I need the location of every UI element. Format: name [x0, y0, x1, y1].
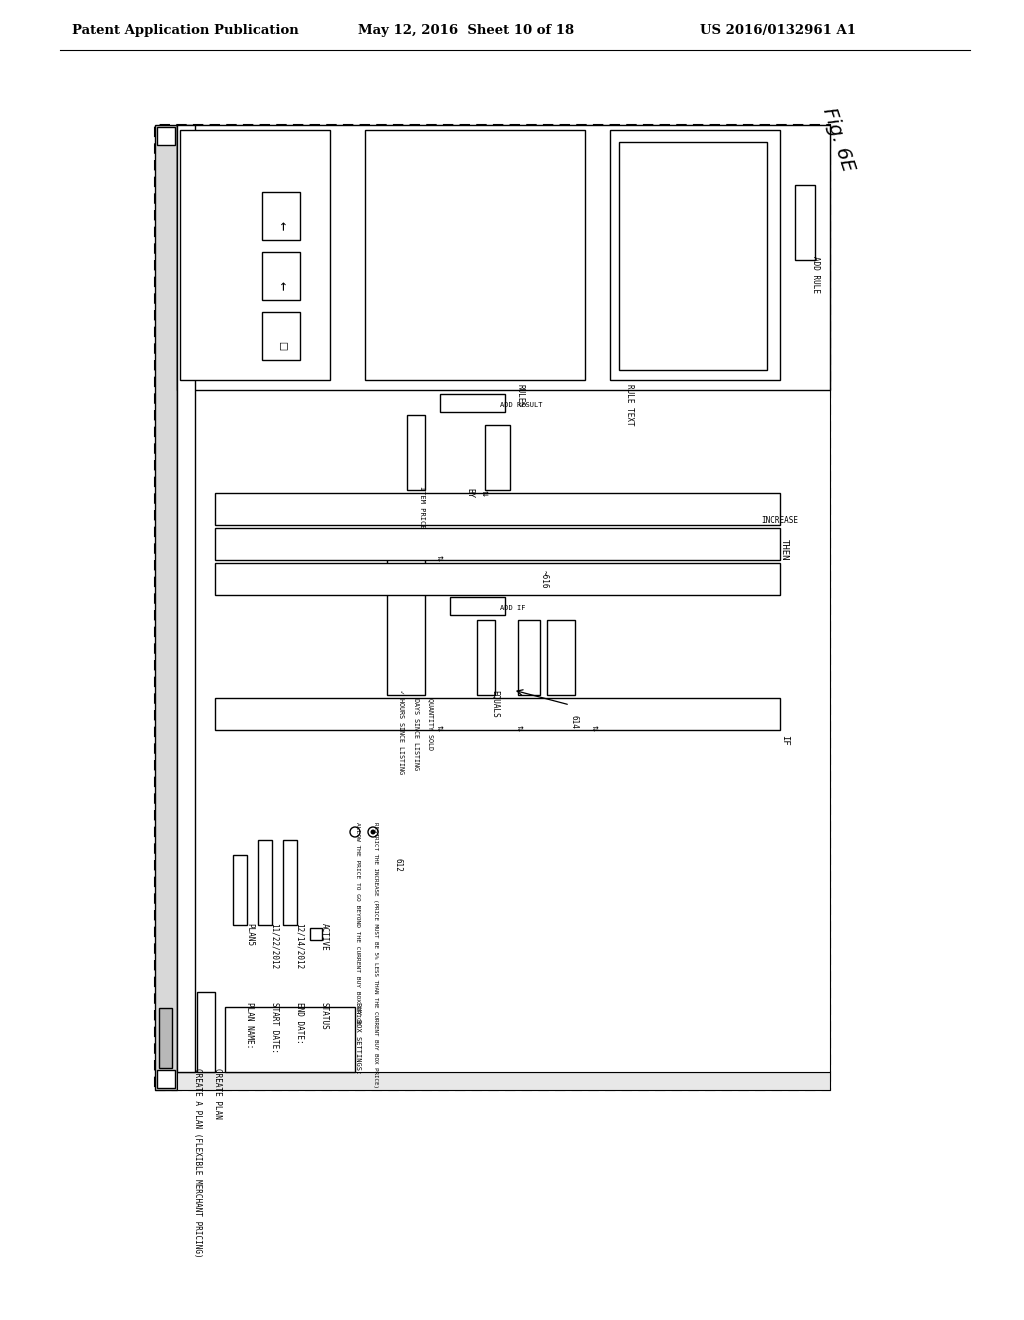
Text: ←: ←: [275, 281, 290, 290]
Bar: [262, 252, 300, 300]
Bar: [258, 840, 272, 925]
Bar: [310, 928, 322, 940]
Bar: [387, 554, 425, 696]
Text: EQUALS: EQUALS: [490, 690, 499, 718]
Text: THEN: THEN: [780, 540, 790, 561]
Bar: [618, 143, 767, 370]
Text: IF: IF: [780, 735, 790, 746]
Text: STATUS: STATUS: [319, 1002, 329, 1030]
Bar: [795, 185, 815, 260]
Bar: [477, 620, 495, 696]
Bar: [215, 492, 780, 525]
Bar: [157, 127, 175, 145]
Bar: [180, 129, 330, 380]
Bar: [177, 125, 830, 389]
Bar: [225, 1007, 355, 1072]
Bar: [450, 597, 505, 615]
Bar: [177, 1072, 830, 1090]
Text: RULE TEXT: RULE TEXT: [625, 384, 634, 425]
Text: CREATE PLAN: CREATE PLAN: [213, 1068, 222, 1119]
Bar: [283, 840, 297, 925]
Bar: [485, 425, 510, 490]
Text: 11/22/2012: 11/22/2012: [270, 923, 279, 969]
Text: May 12, 2016  Sheet 10 of 18: May 12, 2016 Sheet 10 of 18: [358, 24, 574, 37]
Circle shape: [350, 828, 360, 837]
Text: ⇅: ⇅: [480, 490, 490, 496]
Text: DAYS SINCE LISTING: DAYS SINCE LISTING: [413, 690, 419, 770]
Text: ←: ←: [275, 222, 290, 231]
Text: ALLOW THE PRICE TO GO BEYOND THE CURRENT BUY BOX PRICE: ALLOW THE PRICE TO GO BEYOND THE CURRENT…: [355, 822, 360, 1024]
Text: Patent Application Publication: Patent Application Publication: [72, 24, 299, 37]
Text: PLAN NAME:: PLAN NAME:: [245, 1002, 254, 1048]
Text: 12/14/2012: 12/14/2012: [295, 923, 304, 969]
Bar: [518, 620, 540, 696]
Bar: [547, 620, 575, 696]
Bar: [177, 125, 195, 1072]
Text: ACTIVE: ACTIVE: [319, 923, 329, 950]
Text: ⇅: ⇅: [435, 725, 445, 731]
Text: ADD IF: ADD IF: [500, 605, 525, 611]
Text: ⇅: ⇅: [435, 554, 445, 561]
Bar: [440, 393, 505, 412]
Text: PLAN5: PLAN5: [245, 923, 254, 946]
Text: END DATE:: END DATE:: [295, 1002, 304, 1044]
Text: US 2016/0132961 A1: US 2016/0132961 A1: [700, 24, 856, 37]
Bar: [365, 129, 585, 380]
Text: RULES: RULES: [515, 384, 524, 407]
Text: CREATE A PLAN (FLEXIBLE MERCHANT PRICING): CREATE A PLAN (FLEXIBLE MERCHANT PRICING…: [193, 1068, 202, 1258]
Text: 612: 612: [393, 858, 402, 873]
Text: QUANTITY SOLD: QUANTITY SOLD: [428, 690, 434, 750]
Bar: [157, 1071, 175, 1088]
Text: ADD RULE: ADD RULE: [811, 256, 820, 293]
Text: ☐: ☐: [275, 342, 290, 351]
Bar: [159, 1008, 172, 1068]
Bar: [407, 414, 425, 490]
Text: Fig. 6E: Fig. 6E: [819, 106, 857, 174]
Bar: [610, 129, 780, 380]
Text: ⇅: ⇅: [515, 725, 525, 731]
Bar: [262, 312, 300, 360]
Text: ✓ HOURS SINCE LISTING: ✓ HOURS SINCE LISTING: [398, 690, 404, 774]
Text: START DATE:: START DATE:: [270, 1002, 279, 1053]
Bar: [215, 564, 780, 595]
Bar: [155, 125, 830, 1090]
Bar: [197, 993, 215, 1072]
Text: INCREASE: INCREASE: [762, 516, 799, 525]
Bar: [215, 528, 780, 560]
Bar: [262, 191, 300, 240]
Bar: [177, 125, 830, 1072]
Circle shape: [368, 828, 378, 837]
Text: 614: 614: [570, 715, 579, 729]
Text: ~616: ~616: [540, 570, 549, 589]
Bar: [233, 855, 247, 925]
Text: RESTRICT THE INCREASE (PRICE MUST BE 5% LESS THAN THE CURRENT BUY BOX PRICE): RESTRICT THE INCREASE (PRICE MUST BE 5% …: [373, 822, 378, 1088]
Bar: [155, 125, 177, 1090]
Text: ITEM PRICE: ITEM PRICE: [419, 486, 425, 528]
Text: BY: BY: [465, 488, 474, 498]
Text: ADD RESULT: ADD RESULT: [500, 403, 543, 408]
Bar: [215, 698, 780, 730]
Text: BUY BOX SETTINGS:: BUY BOX SETTINGS:: [355, 1002, 361, 1074]
Circle shape: [371, 829, 376, 834]
Text: ⇅: ⇅: [590, 725, 600, 731]
